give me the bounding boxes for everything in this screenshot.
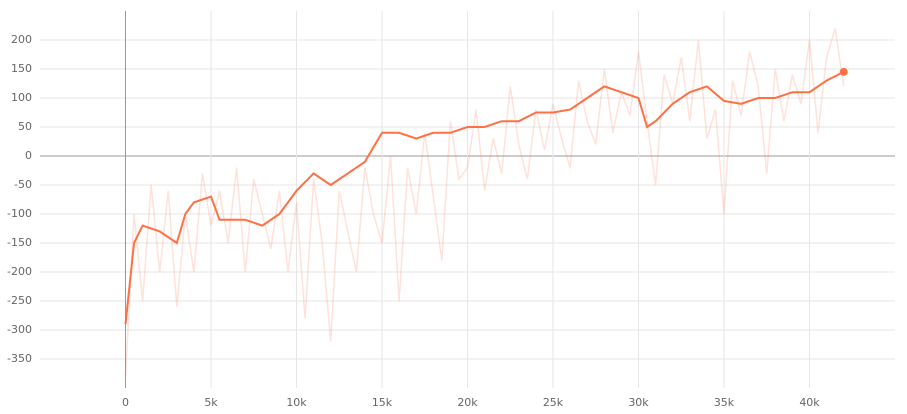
y-tick-label: 100: [11, 91, 32, 104]
y-tick-label: 150: [11, 62, 32, 75]
y-tick-label: -350: [7, 352, 32, 365]
x-tick-label: 35k: [714, 396, 735, 409]
line-raw: [124, 28, 845, 377]
x-tick-label: 15k: [372, 396, 393, 409]
x-tick-label: 5k: [204, 396, 218, 409]
x-tick-label: 0: [122, 396, 129, 409]
y-tick-label: 200: [11, 33, 32, 46]
y-tick-label: -250: [7, 294, 32, 307]
y-tick-label: -200: [7, 265, 32, 278]
x-tick-label: 20k: [457, 396, 478, 409]
x-tick-label: 40k: [799, 396, 820, 409]
y-tick-label: -300: [7, 323, 32, 336]
line-smoothed: [124, 71, 845, 325]
y-tick-label: -100: [7, 207, 32, 220]
x-tick-label: 30k: [628, 396, 649, 409]
y-tick-label: -150: [7, 236, 32, 249]
end-point: [839, 67, 848, 76]
y-tick-label: 0: [25, 149, 32, 162]
labels: -350 -300 -250 -200 -150 -100 -50 0 50 100 150 200 0…: [7, 33, 820, 409]
x-tick-label: 10k: [286, 396, 307, 409]
y-tick-label: 50: [18, 120, 32, 133]
grid: [40, 11, 895, 388]
y-tick-label: -50: [14, 178, 32, 191]
x-tick-label: 25k: [543, 396, 564, 409]
plot-area: [124, 28, 848, 377]
